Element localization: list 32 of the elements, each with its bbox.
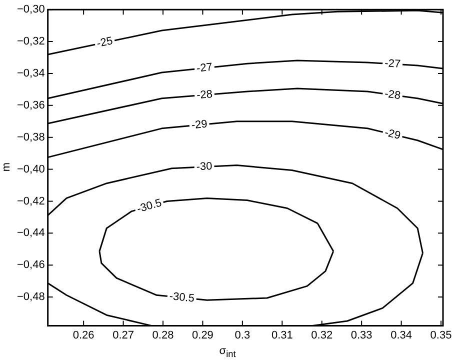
- x-tick-label: 0.28: [152, 329, 174, 342]
- x-tick-label: 0.31: [271, 329, 293, 342]
- y-tick-label: −0,38: [16, 131, 45, 144]
- text: -30.5: [168, 290, 195, 305]
- x-tick-label: 0.33: [350, 329, 372, 342]
- text: -25: [96, 35, 114, 50]
- y-tick-label: −0,46: [16, 259, 45, 272]
- x-axis-title: σ$_{int}$: [218, 344, 237, 359]
- y-tick-label: −0,30: [16, 4, 45, 16]
- x-tick-label: 0.35: [430, 329, 452, 342]
- series-label: -28: [196, 88, 213, 102]
- text: -29: [383, 126, 402, 142]
- text: -28: [384, 88, 402, 102]
- x-tick-label: 0.27: [112, 329, 134, 342]
- y-tick-label: −0,32: [16, 36, 45, 48]
- x-tick-label: 0.29: [192, 329, 214, 342]
- x-tick-label: 0.3: [234, 329, 250, 342]
- y-tick-label: −0,48: [16, 291, 45, 304]
- y-tick-label: −0,34: [16, 68, 45, 80]
- x-tick-label: 0.26: [72, 329, 94, 342]
- series-label: -30: [196, 160, 213, 174]
- y-tick-label: −0,40: [16, 163, 45, 176]
- text: -27: [384, 58, 401, 70]
- y-tick-label: −0,36: [16, 99, 45, 112]
- x-tick-label: 0.32: [311, 329, 333, 342]
- y-tick-label: −0,42: [16, 195, 45, 208]
- text: -30.5: [136, 197, 164, 216]
- text: -27: [196, 61, 214, 75]
- x-tick-label: 0.34: [390, 329, 412, 342]
- text: -29: [190, 118, 208, 132]
- y-tick-label: −0,44: [16, 227, 45, 240]
- y-axis-title: m: [0, 162, 13, 172]
